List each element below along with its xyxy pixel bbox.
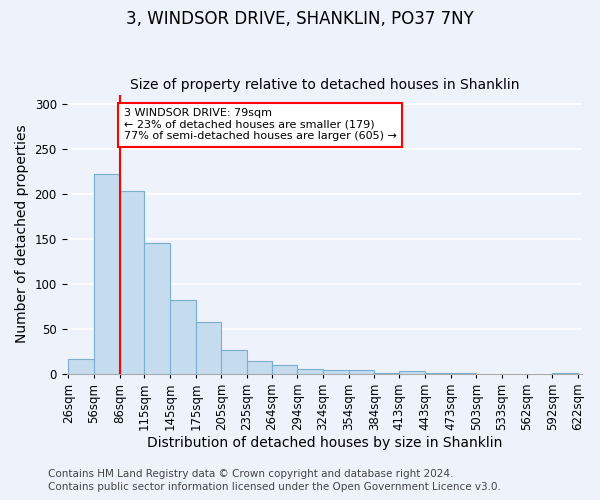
Bar bbox=[68, 360, 94, 374]
Bar bbox=[553, 373, 578, 374]
Bar bbox=[298, 370, 323, 374]
Bar bbox=[119, 191, 145, 374]
Bar bbox=[170, 300, 196, 374]
Y-axis label: Number of detached properties: Number of detached properties bbox=[15, 125, 29, 344]
Bar bbox=[145, 243, 170, 374]
Bar bbox=[451, 373, 476, 374]
Text: 3, WINDSOR DRIVE, SHANKLIN, PO37 7NY: 3, WINDSOR DRIVE, SHANKLIN, PO37 7NY bbox=[126, 10, 474, 28]
Bar bbox=[349, 370, 374, 374]
Bar bbox=[221, 350, 247, 374]
Bar bbox=[374, 373, 399, 374]
Title: Size of property relative to detached houses in Shanklin: Size of property relative to detached ho… bbox=[130, 78, 519, 92]
Text: Contains HM Land Registry data © Crown copyright and database right 2024.
Contai: Contains HM Land Registry data © Crown c… bbox=[48, 470, 501, 492]
Bar bbox=[425, 373, 451, 374]
Bar bbox=[272, 365, 298, 374]
X-axis label: Distribution of detached houses by size in Shanklin: Distribution of detached houses by size … bbox=[147, 436, 502, 450]
Bar bbox=[399, 371, 425, 374]
Bar bbox=[247, 361, 272, 374]
Bar bbox=[196, 322, 221, 374]
Text: 3 WINDSOR DRIVE: 79sqm
← 23% of detached houses are smaller (179)
77% of semi-de: 3 WINDSOR DRIVE: 79sqm ← 23% of detached… bbox=[124, 108, 397, 142]
Bar bbox=[323, 370, 349, 374]
Bar bbox=[94, 174, 119, 374]
